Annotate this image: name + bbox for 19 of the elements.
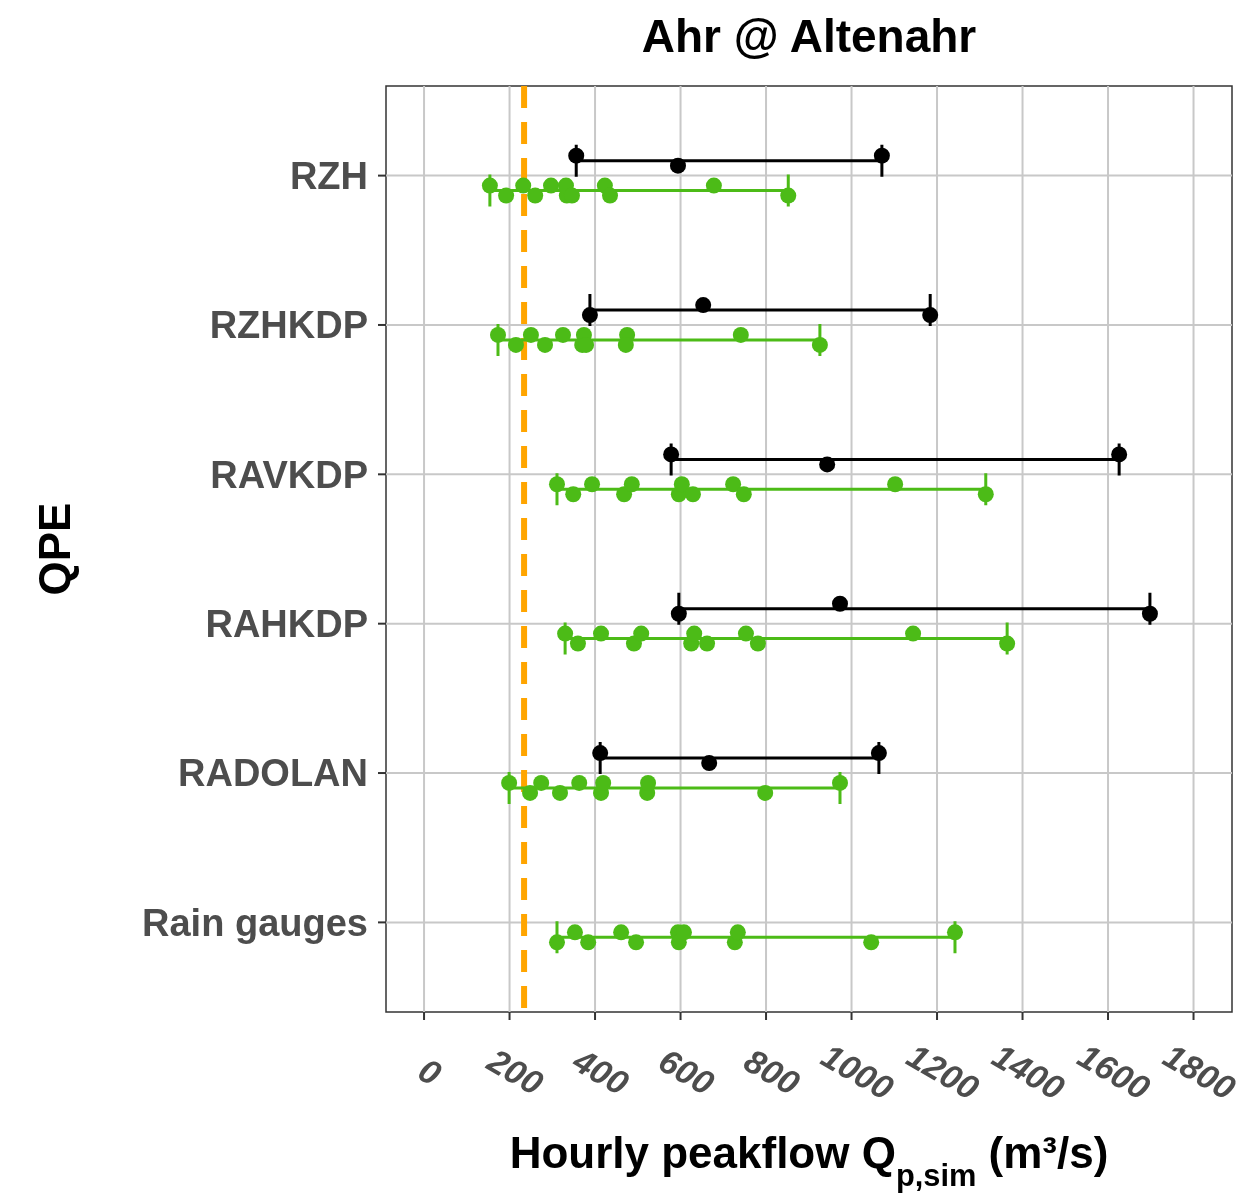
y-tick-label: RZH	[289, 154, 368, 197]
y-tick-label: RAHKDP	[205, 602, 368, 645]
x-axis-title: Hourly peakflow Q$_{p,sim}$ (m³/s)	[509, 1128, 1109, 1193]
x-tick-label: 1600	[1071, 1036, 1157, 1108]
y-tick-label: Rain gauges	[142, 901, 368, 944]
x-tick-label: 1400	[986, 1036, 1071, 1108]
x-tick-label: 200	[480, 1040, 550, 1103]
x-tick-label: 800	[737, 1040, 807, 1103]
y-axis-title: QPE	[30, 502, 79, 596]
x-tick-label: 1800	[1157, 1036, 1242, 1108]
x-tick-label: 1200	[900, 1036, 986, 1108]
y-tick-label: RAVKDP	[210, 453, 368, 496]
x-tick-label: 600	[652, 1040, 721, 1103]
y-tick-label: RADOLAN	[178, 752, 368, 795]
x-tick-label: 1000	[815, 1036, 900, 1108]
chart-title: Ahr @ Altenahr	[641, 10, 977, 62]
x-tick-label: 400	[566, 1040, 636, 1103]
y-tick-label: RZHKDP	[209, 304, 368, 347]
x-tick-label: 0	[412, 1050, 448, 1093]
